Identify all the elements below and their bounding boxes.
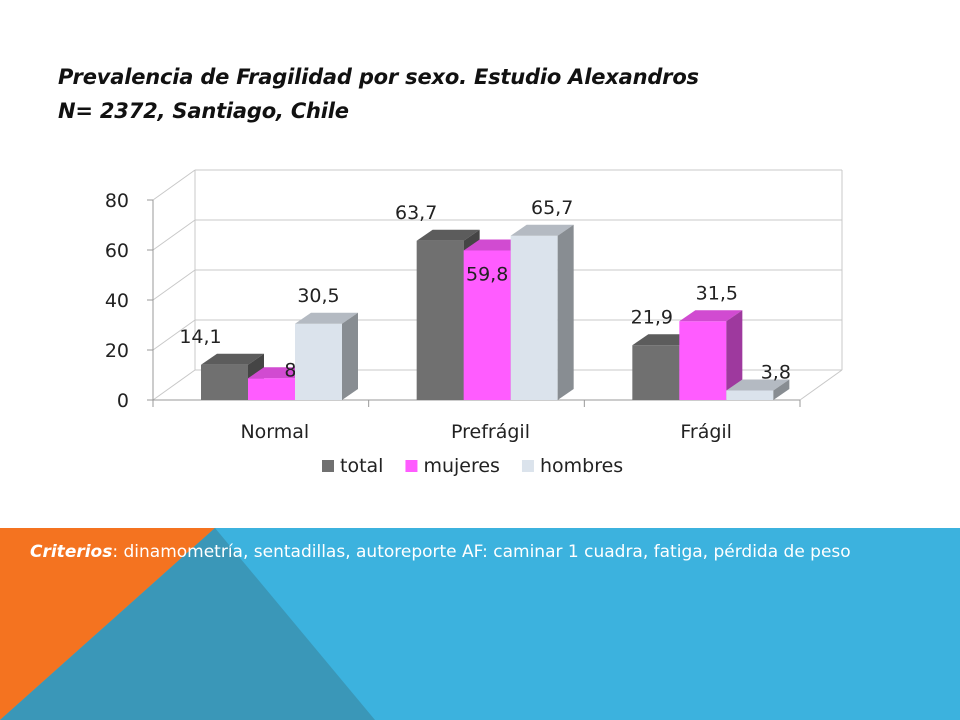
criteria-body: : dinamometría, sentadillas, autoreporte… — [112, 542, 851, 562]
y-tick-label: 80 — [105, 190, 129, 212]
gridline-side — [152, 369, 196, 401]
bar-top — [201, 353, 264, 365]
title-line-2: N= 2372, Santiago, Chile — [58, 99, 349, 123]
bar-top — [679, 310, 743, 322]
legend-swatch — [322, 460, 334, 472]
y-tick-label: 60 — [105, 240, 129, 262]
x-tick-label: Frágil — [680, 421, 732, 443]
bar-front — [248, 378, 295, 400]
floor-right — [799, 369, 843, 401]
data-label: 63,7 — [395, 202, 437, 224]
legend-label: mujeres — [423, 455, 500, 477]
footer-dark-triangle — [0, 528, 375, 720]
bar-front — [416, 240, 464, 400]
data-label: 14,1 — [179, 326, 221, 348]
bar-top — [416, 229, 480, 241]
y-tick-label: 0 — [117, 390, 129, 412]
bar-side — [342, 312, 358, 400]
bar-side — [557, 224, 574, 400]
bar-front — [295, 323, 342, 400]
gridline-side — [152, 319, 196, 351]
bar-front — [510, 235, 558, 400]
bar-front — [201, 364, 248, 400]
title-line-1: Prevalencia de Fragilidad por sexo. Estu… — [58, 65, 699, 89]
bar-front — [632, 345, 680, 400]
slide-title: Prevalencia de Fragilidad por sexo. Estu… — [58, 60, 699, 128]
criteria-text: Criterios: dinamometría, sentadillas, au… — [30, 540, 930, 565]
data-label: 30,5 — [297, 285, 339, 307]
bar-side — [726, 310, 743, 400]
y-tick-label: 20 — [105, 340, 129, 362]
bar-side — [773, 379, 790, 400]
criteria-lead: Criterios — [30, 542, 113, 562]
y-tick-label: 40 — [105, 290, 129, 312]
legend-swatch — [405, 460, 418, 472]
bar-front — [726, 390, 774, 400]
x-tick-label: Normal — [240, 421, 309, 443]
data-label: 65,7 — [531, 197, 573, 219]
bar-top — [510, 224, 574, 236]
bar-chart: 02040608014,18,730,5Normal63,759,865,7Pr… — [105, 169, 843, 477]
bar-front — [463, 250, 511, 400]
bar-front — [679, 321, 727, 400]
gridline-side — [152, 269, 196, 301]
data-label: 31,5 — [696, 282, 738, 304]
x-tick-label: Prefrágil — [451, 421, 530, 443]
legend-swatch — [521, 460, 534, 472]
footer-banner: Criterios: dinamometría, sentadillas, au… — [0, 528, 960, 720]
gridline-side — [152, 169, 196, 201]
data-label: 59,8 — [466, 264, 508, 286]
bar-top — [726, 379, 790, 391]
legend-label: hombres — [540, 455, 623, 477]
footer-shapes — [0, 528, 960, 720]
bar-top — [295, 312, 358, 324]
legend-label: total — [340, 455, 383, 477]
data-label: 3,8 — [761, 362, 791, 384]
gridline-side — [152, 219, 196, 251]
data-label: 21,9 — [631, 306, 673, 328]
